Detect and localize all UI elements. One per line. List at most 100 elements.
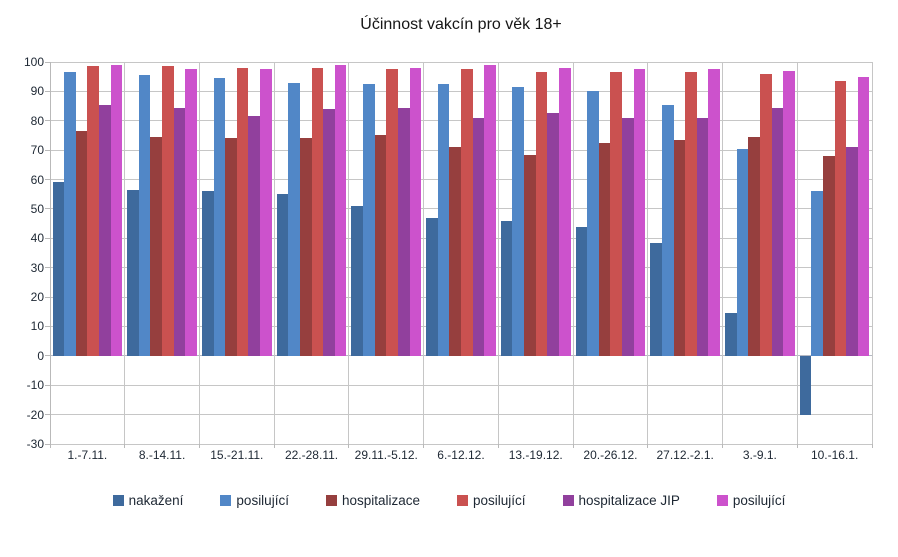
bar-posilující-29.11.-5.12. xyxy=(409,67,422,356)
bar-posilující-1.-7.11. xyxy=(64,72,76,356)
legend-label: posilující xyxy=(732,493,786,508)
y-axis-tick xyxy=(45,414,50,416)
y-axis-line xyxy=(50,62,51,444)
bar-posilující-15.-21.11. xyxy=(236,67,249,356)
y-axis-label: 80 xyxy=(30,113,44,128)
legend-item-2: hospitalizace xyxy=(325,493,420,508)
bar-hospitalizace-JIP-20.-26.12. xyxy=(622,117,634,356)
bar-hospitalizace-20.-26.12. xyxy=(598,142,611,356)
y-axis-label: 10 xyxy=(30,319,44,334)
x-axis-label: 8.-14.11. xyxy=(138,448,186,462)
legend-label: posilující xyxy=(473,493,526,508)
bar-nakažení-3.-9.1. xyxy=(725,313,737,356)
gridline-x-4 xyxy=(348,62,350,444)
y-axis-tick xyxy=(45,325,50,327)
y-axis-label: 50 xyxy=(30,201,44,216)
x-axis-label: 3.-9.1. xyxy=(742,448,777,462)
bar-posilující-27.12.-2.1. xyxy=(708,69,721,356)
bar-posilující-3.-9.1. xyxy=(736,148,749,356)
x-axis-label: 27.12.-2.1. xyxy=(656,448,714,462)
legend-swatch-icon xyxy=(112,495,124,506)
legend-swatch-icon xyxy=(220,495,232,506)
gridline-x-6 xyxy=(497,62,499,444)
bar-hospitalizace-1.-7.11. xyxy=(75,131,88,356)
y-axis-tick xyxy=(45,267,50,269)
x-axis-label: 6.-12.12. xyxy=(437,448,485,462)
bar-hospitalizace-10.-16.1. xyxy=(823,156,835,356)
bar-posilující-22.-28.11. xyxy=(311,67,324,356)
bar-nakažení-22.-28.11. xyxy=(276,194,289,356)
legend-swatch-icon xyxy=(562,495,574,506)
bar-hospitalizace-27.12.-2.1. xyxy=(673,139,686,356)
x-axis-label: 22.-28.11. xyxy=(284,448,339,462)
legend-item-3: posilující xyxy=(457,493,526,508)
bar-nakažení-6.-12.12. xyxy=(426,217,438,356)
bar-hospitalizace-JIP-3.-9.1. xyxy=(771,107,784,356)
bar-nakažení-20.-26.12. xyxy=(575,226,588,356)
gridline-x-5 xyxy=(423,62,425,444)
x-axis-tick xyxy=(423,444,425,448)
bar-nakažení-15.-21.11. xyxy=(201,191,214,356)
y-axis-tick xyxy=(45,296,50,298)
bar-posilující-8.-14.11. xyxy=(138,75,151,356)
bar-posilující-15.-21.11. xyxy=(260,69,272,356)
bar-posilující-20.-26.12. xyxy=(610,72,623,356)
bar-hospitalizace-JIP-29.11.-5.12. xyxy=(397,107,410,356)
bar-hospitalizace-JIP-10.-16.1. xyxy=(846,147,858,356)
bar-hospitalizace-JIP-15.-21.11. xyxy=(248,116,261,356)
x-axis-label: 13.-19.12. xyxy=(508,448,563,462)
chart-legend: nakažení posilující hospitalizace posilujíc… xyxy=(0,493,898,508)
y-axis-tick xyxy=(45,237,50,239)
plot-area: 100 90 80 70 60 50 40 30 20 10 0 -10 -20 -30 xyxy=(24,55,873,451)
bar-nakažení-10.-16.1. xyxy=(799,355,812,415)
x-axis-tick xyxy=(273,444,275,448)
legend-label: hospitalizace JIP xyxy=(578,493,680,508)
bar-posilující-10.-16.1. xyxy=(811,191,823,356)
x-axis-tick xyxy=(722,444,724,448)
gridline-y-0 xyxy=(50,355,872,357)
bar-posilující-6.-12.12. xyxy=(461,69,473,356)
y-axis-label: 60 xyxy=(30,172,44,187)
y-axis-tick xyxy=(45,179,50,181)
y-axis-label: -30 xyxy=(26,437,44,451)
bar-posilující-27.12.-2.1. xyxy=(685,72,697,356)
y-axis-label: 90 xyxy=(30,84,44,99)
gridline-x-11 xyxy=(871,62,873,444)
gridline-y--30 xyxy=(50,443,872,445)
bar-hospitalizace-3.-9.1. xyxy=(748,136,760,356)
bar-posilující-6.-12.12. xyxy=(437,84,450,356)
gridline-x-2 xyxy=(198,62,200,444)
x-axis-tick xyxy=(124,444,126,448)
bar-hospitalizace-JIP-13.-19.12. xyxy=(547,113,559,356)
bar-hospitalizace-JIP-1.-7.11. xyxy=(98,104,111,356)
y-axis-label: -10 xyxy=(26,378,44,393)
x-axis-tick xyxy=(497,444,499,448)
y-axis-tick xyxy=(45,355,50,357)
bar-nakažení-27.12.-2.1. xyxy=(650,242,662,356)
bar-nakažení-13.-19.12. xyxy=(500,220,513,356)
bar-nakažení-1.-7.11. xyxy=(52,182,65,356)
bar-posilující-29.11.-5.12. xyxy=(363,84,375,356)
bar-posilující-3.-9.1. xyxy=(783,70,795,356)
legend-swatch-icon xyxy=(457,495,468,506)
gridline-x-1 xyxy=(124,62,126,444)
legend-swatch-icon xyxy=(325,495,337,506)
x-axis-tick xyxy=(572,444,574,448)
bar-posilující-3.-9.1. xyxy=(759,73,772,356)
y-axis-tick xyxy=(45,384,50,386)
x-axis-label: 29.11.-5.12. xyxy=(354,448,418,462)
x-axis-tick xyxy=(871,444,873,448)
bar-hospitalizace-JIP-6.-12.12. xyxy=(472,117,485,356)
bar-nakažení-8.-14.11. xyxy=(127,189,139,356)
legend-label: hospitalizace xyxy=(341,493,420,508)
bar-hospitalizace-6.-12.12. xyxy=(449,147,461,356)
bar-posilující-22.-28.11. xyxy=(334,64,347,356)
bar-hospitalizace-JIP-27.12.-2.1. xyxy=(696,117,709,356)
x-axis-tick xyxy=(198,444,200,448)
gridline-x-9 xyxy=(722,62,724,444)
bar-hospitalizace-JIP-22.-28.11. xyxy=(323,109,335,356)
y-axis-tick xyxy=(45,149,50,151)
bar-posilující-22.-28.11. xyxy=(288,82,300,356)
gridline-y--20 xyxy=(50,414,872,416)
